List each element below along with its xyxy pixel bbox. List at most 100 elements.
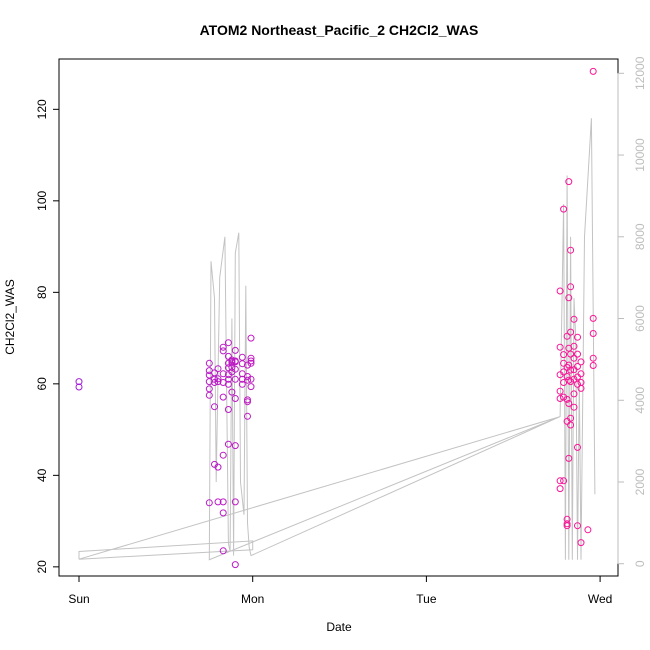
bottom-tick-label: Sun — [68, 592, 89, 606]
data-point — [556, 477, 564, 485]
data-point — [556, 387, 564, 395]
data-point — [556, 395, 564, 402]
data-point — [570, 375, 578, 383]
data-point — [563, 332, 571, 340]
data-point — [560, 477, 568, 485]
data-point — [224, 380, 232, 388]
data-point — [563, 373, 571, 380]
data-point — [584, 526, 592, 534]
left-tick-label: 80 — [35, 285, 49, 299]
data-point — [224, 364, 232, 372]
data-point — [75, 378, 83, 386]
data-point — [231, 346, 239, 354]
bottom-tick-label: Tue — [416, 592, 437, 606]
bottom-tick-label: Mon — [241, 592, 264, 606]
data-point — [214, 375, 222, 383]
bottom-axis: Sun Mon Tue Wed — [68, 575, 612, 606]
data-point — [211, 375, 218, 383]
data-point — [219, 370, 227, 378]
data-point — [574, 363, 581, 370]
data-point — [214, 498, 222, 506]
left-axis: 20 40 60 80 100 120 — [35, 99, 60, 574]
right-tick-label: 12000 — [633, 56, 647, 90]
data-point — [247, 334, 255, 342]
points-layer — [75, 67, 597, 569]
data-point — [567, 366, 575, 374]
y-axis-label: CH2Cl2_WAS — [3, 279, 17, 355]
data-point — [556, 287, 564, 295]
data-point — [577, 358, 585, 366]
data-point — [231, 561, 239, 569]
data-point — [574, 333, 581, 341]
data-point — [231, 395, 239, 402]
data-point — [589, 330, 597, 337]
right-axis: 0 2000 4000 6000 8000 10000 12000 — [617, 56, 647, 567]
data-point — [574, 350, 581, 358]
right-tick-label: 8000 — [633, 223, 647, 250]
bottom-tick-label: Wed — [588, 592, 612, 606]
right-tick-label: 10000 — [633, 138, 647, 172]
data-point — [556, 343, 564, 351]
data-point — [244, 412, 251, 420]
left-tick-label: 100 — [35, 190, 49, 210]
data-point — [238, 360, 246, 368]
data-point — [247, 383, 255, 391]
altitude-series-line — [78, 118, 596, 561]
data-point — [219, 451, 227, 459]
data-point — [205, 391, 213, 399]
data-point — [205, 499, 213, 507]
data-point — [231, 375, 239, 383]
data-point — [214, 463, 222, 471]
x-axis-label: Date — [326, 620, 352, 634]
data-point — [577, 384, 585, 392]
data-point — [570, 403, 578, 411]
chart-title: ATOM2 Northeast_Pacific_2 CH2Cl2_WAS — [200, 22, 479, 38]
data-point — [228, 388, 236, 396]
data-point — [565, 400, 573, 407]
data-point — [231, 442, 239, 450]
data-point — [565, 178, 573, 186]
data-point — [231, 365, 239, 373]
data-point — [231, 358, 239, 366]
data-point — [224, 406, 232, 413]
data-point — [231, 498, 239, 506]
data-point — [560, 368, 568, 376]
data-point — [219, 343, 227, 351]
right-tick-label: 4000 — [633, 387, 647, 414]
data-point — [556, 485, 564, 493]
data-point — [570, 354, 578, 362]
data-point — [219, 347, 227, 355]
data-point — [567, 246, 575, 254]
data-point — [577, 370, 585, 378]
right-tick-label: 2000 — [633, 468, 647, 495]
right-tick-label: 0 — [633, 560, 647, 567]
data-point — [219, 547, 227, 555]
data-point — [567, 421, 575, 429]
data-point — [574, 380, 581, 388]
data-point — [570, 315, 578, 323]
data-point — [567, 414, 575, 422]
data-point — [211, 379, 218, 386]
data-point — [574, 443, 581, 451]
data-point — [247, 359, 255, 367]
plot-frame — [58, 58, 619, 577]
data-point — [565, 376, 573, 384]
data-point — [214, 378, 222, 386]
data-point — [205, 385, 213, 393]
data-point — [567, 350, 575, 358]
data-point — [214, 365, 222, 373]
data-point — [224, 440, 232, 448]
data-point — [567, 328, 575, 336]
data-point — [244, 398, 251, 406]
left-tick-label: 20 — [35, 560, 49, 574]
data-point — [219, 509, 227, 517]
data-point — [589, 362, 597, 369]
data-point — [589, 67, 597, 75]
left-tick-label: 120 — [35, 99, 49, 119]
data-point — [570, 342, 578, 350]
data-point — [563, 395, 571, 403]
data-point — [589, 354, 597, 362]
data-point — [244, 376, 251, 384]
data-point — [577, 539, 585, 547]
data-point — [247, 354, 255, 362]
